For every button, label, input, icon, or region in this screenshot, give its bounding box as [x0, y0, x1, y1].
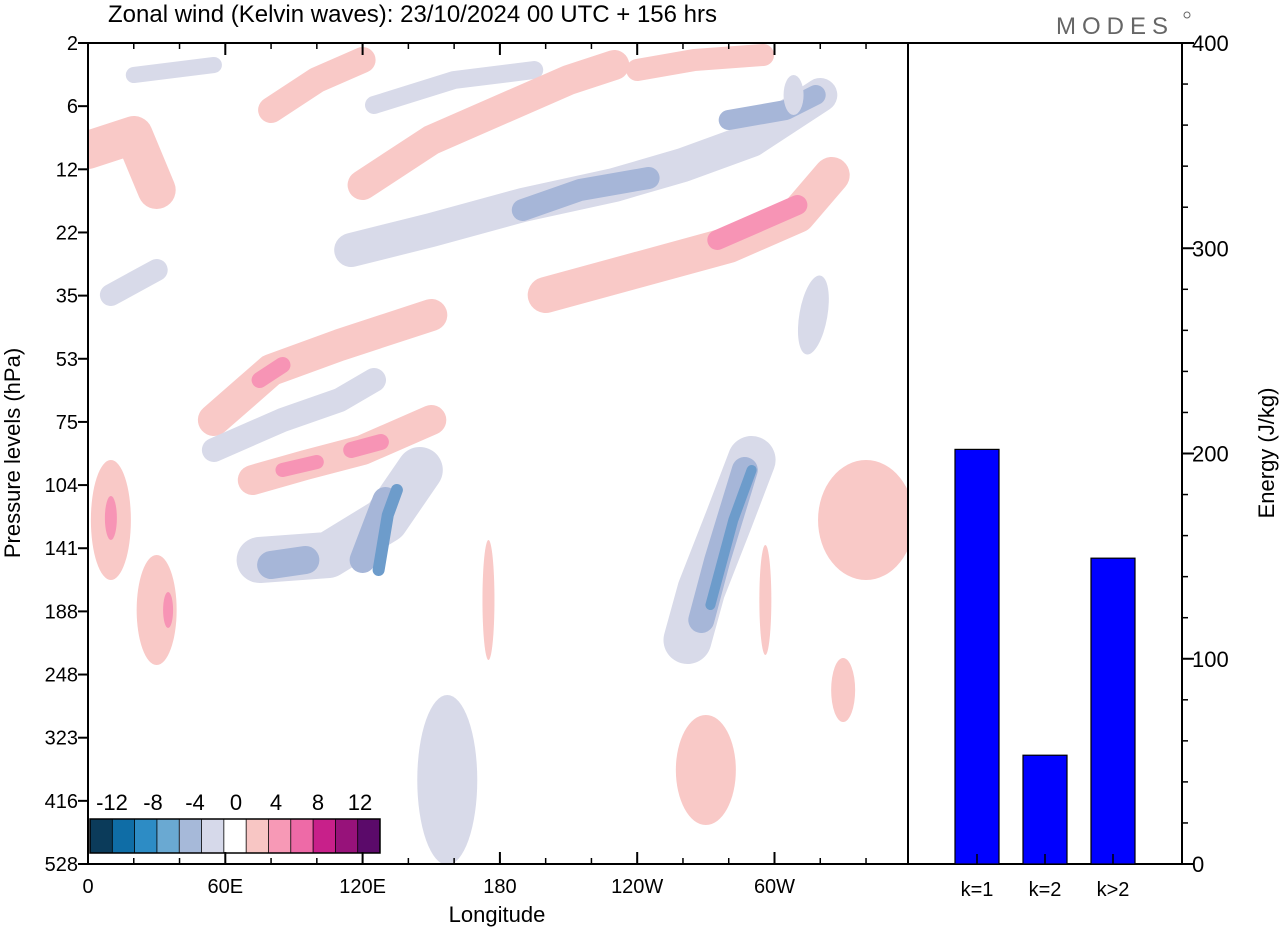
colorbar-swatch: [335, 819, 359, 853]
y-tick-label: 2: [67, 33, 78, 55]
pos-core-lower-1: [251, 357, 291, 388]
colorbar-swatch: [112, 819, 136, 853]
pos-core-lower-2a: [275, 455, 324, 477]
colorbar-frame: [89, 818, 381, 854]
x-tick-label: 180: [483, 876, 516, 898]
pos-blob-thin-2: [759, 545, 772, 655]
y-tick-label: 104: [45, 475, 78, 497]
modes-logo: MODES: [1056, 13, 1174, 40]
colorbar-swatch: [223, 819, 247, 853]
pos-core-lower-2b: [343, 434, 389, 458]
x-axis-label: Longitude: [449, 902, 546, 927]
x-tick-label: 120E: [339, 876, 386, 898]
y-tick-label: 248: [45, 665, 78, 687]
colorbar-label: 12: [348, 790, 372, 815]
neg-blob-dateline: [417, 695, 478, 864]
neg-core-upper-1: [511, 167, 660, 221]
logo-registered-mark: [1183, 11, 1191, 19]
neg-band-top: [365, 61, 544, 114]
pos-band-upper-2: [258, 47, 376, 123]
energy-tick-label: 400: [1192, 31, 1229, 56]
energy-bar-1: [954, 448, 1000, 865]
x-tick-label: 60E: [208, 876, 244, 898]
pos-band-top-east: [626, 44, 775, 81]
x-tick-label: 120W: [611, 876, 663, 898]
pos-band-lower-1: [197, 299, 448, 436]
neg-blob-top-right: [783, 75, 804, 115]
y-tick-label: 6: [67, 96, 78, 118]
y-tick-label: 12: [56, 159, 78, 181]
bar-category-label: k=1: [961, 879, 994, 901]
neg-core-lower-2c: [372, 484, 403, 576]
y-tick-label: 188: [45, 601, 78, 623]
y-tick-label: 53: [56, 349, 78, 371]
neg-core-upper-2: [718, 85, 826, 130]
chart-title: Zonal wind (Kelvin waves): 23/10/2024 00…: [108, 1, 717, 28]
energy-bars: k=1 k=2 k>2: [954, 448, 1136, 901]
energy-tick-label: 0: [1192, 852, 1204, 877]
pos-core-mid-strat: [707, 195, 808, 250]
colorbar-label: 8: [312, 790, 324, 815]
bar-panel-frame: [907, 42, 1183, 865]
colorbar-label: -4: [185, 790, 205, 815]
pos-band-upper-1: [347, 50, 630, 200]
colorbar-swatch: [357, 819, 381, 853]
pos-core-indian: [163, 592, 174, 628]
energy-axis: 0 100 200 300 400: [1182, 31, 1229, 877]
y-tick-label: 75: [56, 412, 78, 434]
y-tick-label: 323: [45, 728, 78, 750]
pos-blob-small: [831, 658, 856, 722]
neg-blob-small: [797, 275, 829, 355]
heatmap-axes: 0 60E 120E 180 120W 60W 2 6 12 22 35 53 75 104 141 188 2…: [45, 33, 867, 898]
colorbar-swatch: [201, 819, 225, 853]
colorbar-label: 0: [230, 790, 242, 815]
y-tick-label: 141: [45, 538, 78, 560]
pos-blob-indian: [136, 555, 177, 665]
wind-anomaly-contours: [88, 44, 908, 864]
energy-tick-label: 300: [1192, 236, 1229, 261]
pos-blob-atlantic: [818, 460, 908, 580]
colorbar-swatch: [90, 819, 113, 853]
x-tick-label: 0: [82, 876, 93, 898]
colorbar: -12 -8 -4 0 4 8 12: [88, 783, 384, 857]
y-tick-label: 528: [45, 854, 78, 876]
y-tick-label: 35: [56, 286, 78, 308]
bar-category-label: k>2: [1097, 879, 1130, 901]
energy-bar-3: [1090, 557, 1136, 865]
neg-band-lower-1: [201, 368, 386, 462]
pos-band-westedge: [88, 116, 176, 209]
energy-axis-label: Energy (J/kg): [1254, 388, 1279, 519]
energy-tick-label: 200: [1192, 442, 1229, 467]
colorbar-label: -8: [143, 790, 163, 815]
neg-band-top-west: [125, 57, 222, 83]
y-axis-label: Pressure levels (hPa): [0, 348, 25, 558]
heatmap-panel: [88, 43, 908, 864]
pos-blob-east: [675, 715, 736, 825]
pos-core-africa: [104, 496, 117, 540]
pos-blob-thin-1: [482, 540, 495, 660]
colorbar-swatch: [179, 819, 203, 853]
colorbar-label: 4: [270, 790, 282, 815]
x-tick-label: 60W: [754, 876, 795, 898]
colorbar-swatch: [134, 819, 158, 853]
neg-band-upper-west: [99, 259, 168, 306]
heatmap-frame: [87, 42, 909, 865]
colorbar-swatch: [313, 819, 336, 853]
y-tick-label: 22: [56, 222, 78, 244]
colorbar-swatch: [268, 819, 292, 853]
colorbar-swatch: [246, 819, 269, 853]
neg-deep-east: [705, 465, 757, 610]
energy-bar-2: [1022, 754, 1068, 865]
bar-category-label: k=2: [1029, 879, 1062, 901]
neg-core-lower-2a: [257, 546, 320, 579]
y-tick-label: 416: [45, 791, 78, 813]
colorbar-label: -12: [96, 790, 128, 815]
neg-core-lower-2b: [349, 487, 399, 573]
colorbar-swatch: [290, 819, 314, 853]
colorbar-swatch: [156, 819, 180, 853]
energy-tick-label: 100: [1192, 647, 1229, 672]
